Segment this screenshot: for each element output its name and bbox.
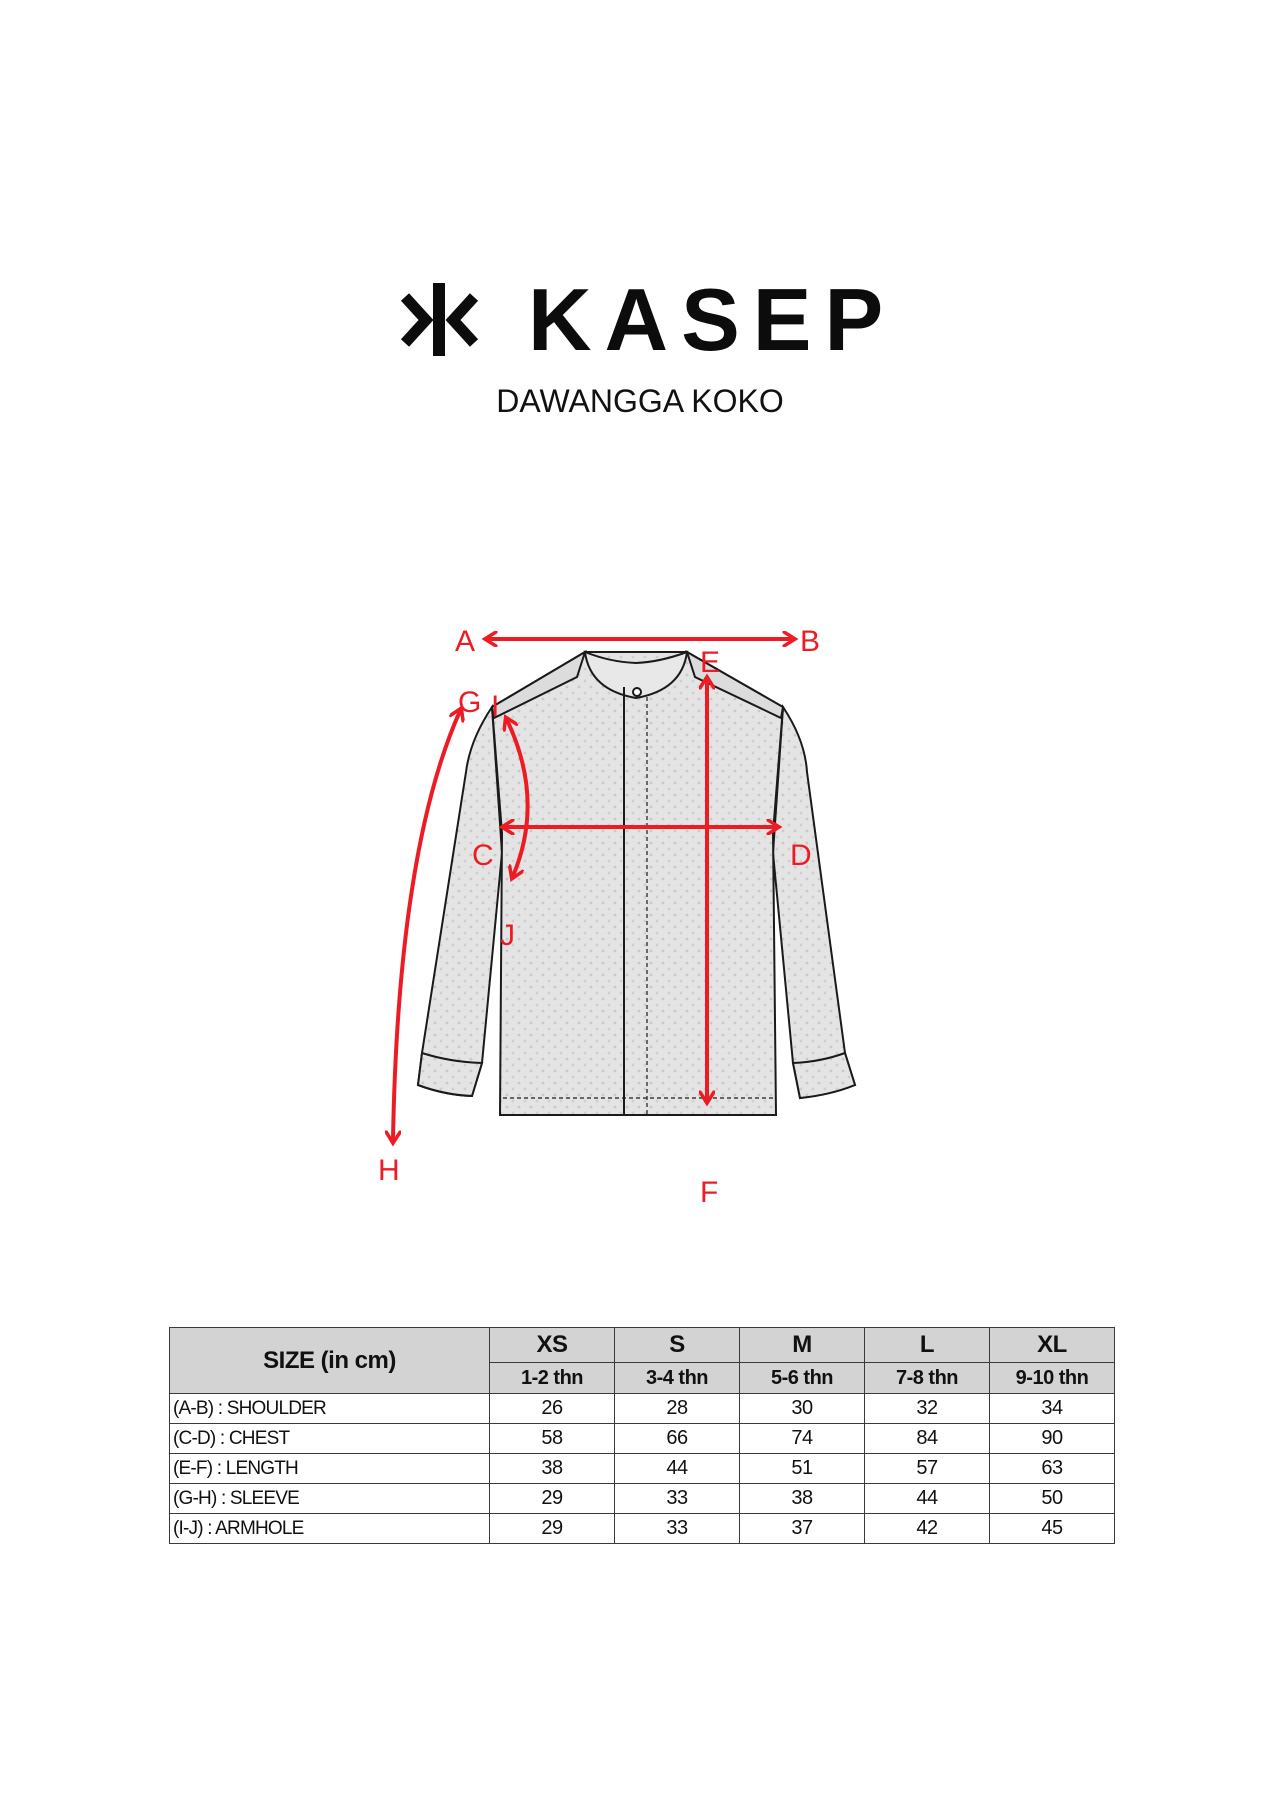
measurement-value: 37 xyxy=(739,1513,865,1544)
collar xyxy=(583,650,689,700)
measurement-value: 28 xyxy=(614,1393,740,1424)
measurement-value: 45 xyxy=(989,1513,1115,1544)
age-m: 5-6 thn xyxy=(739,1362,865,1394)
measurement-value: 66 xyxy=(614,1423,740,1454)
table-row: (E-F) : LENGTH 38 44 51 57 63 xyxy=(169,1453,1115,1484)
measurement-value: 38 xyxy=(489,1453,615,1484)
measurement-value: 26 xyxy=(489,1393,615,1424)
size-xs: XS xyxy=(489,1327,615,1363)
measurement-value: 63 xyxy=(989,1453,1115,1484)
table-row: (I-J) : ARMHOLE 29 33 37 42 45 xyxy=(169,1513,1115,1544)
shirt-body xyxy=(490,651,785,1116)
measurement-value: 57 xyxy=(864,1453,990,1484)
garment-measurement-diagram: A B C D E F G H I J xyxy=(378,625,857,1209)
label-a: A xyxy=(455,625,475,658)
measurement-value: 38 xyxy=(739,1483,865,1514)
size-xl: XL xyxy=(989,1327,1115,1363)
size-m: M xyxy=(739,1327,865,1363)
measurement-value: 90 xyxy=(989,1423,1115,1454)
size-l: L xyxy=(864,1327,990,1363)
label-i: I xyxy=(491,690,499,723)
label-h: H xyxy=(378,1154,400,1187)
measurement-value: 42 xyxy=(864,1513,990,1544)
age-xs: 1-2 thn xyxy=(489,1362,615,1394)
measurement-label: (A-B) : SHOULDER xyxy=(169,1393,490,1424)
right-yoke xyxy=(685,649,785,720)
measurement-value: 33 xyxy=(614,1483,740,1514)
label-f: F xyxy=(700,1176,718,1209)
age-l: 7-8 thn xyxy=(864,1362,990,1394)
measurement-value: 44 xyxy=(864,1483,990,1514)
kasep-mark-icon xyxy=(400,283,479,356)
size-s: S xyxy=(614,1327,740,1363)
brand-name: KASEP xyxy=(528,270,897,369)
measurement-value: 58 xyxy=(489,1423,615,1454)
right-cuff xyxy=(791,1051,857,1100)
measurement-value: 34 xyxy=(989,1393,1115,1424)
collar-button xyxy=(632,687,642,697)
measurement-value: 44 xyxy=(614,1453,740,1484)
arrow-g-h xyxy=(393,711,460,1140)
label-j: J xyxy=(500,919,515,952)
table-row: (C-D) : CHEST 58 66 74 84 90 xyxy=(169,1423,1115,1454)
measurement-value: 51 xyxy=(739,1453,865,1484)
measurement-arrows xyxy=(393,639,792,1140)
product-title: DAWANGGA KOKO xyxy=(496,383,784,419)
table-row: (G-H) : SLEEVE 29 33 38 44 50 xyxy=(169,1483,1115,1514)
label-d: D xyxy=(790,839,812,872)
age-s: 3-4 thn xyxy=(614,1362,740,1394)
size-header-label: SIZE (in cm) xyxy=(169,1327,490,1394)
label-b: B xyxy=(800,625,820,658)
table-row: (A-B) : SHOULDER 26 28 30 32 34 xyxy=(169,1393,1115,1424)
measurement-label: (C-D) : CHEST xyxy=(169,1423,490,1454)
measurement-value: 32 xyxy=(864,1393,990,1424)
size-chart-table: SIZE (in cm) XS S M L XL 1-2 thn 3-4 thn… xyxy=(169,1327,1115,1544)
measurement-label: (G-H) : SLEEVE xyxy=(169,1483,490,1514)
left-sleeve xyxy=(416,704,504,1098)
measurement-value: 30 xyxy=(739,1393,865,1424)
measurement-label: (I-J) : ARMHOLE xyxy=(169,1513,490,1544)
measurement-value: 50 xyxy=(989,1483,1115,1514)
measurement-value: 33 xyxy=(614,1513,740,1544)
measurement-label: (E-F) : LENGTH xyxy=(169,1453,490,1484)
shirt-illustration xyxy=(416,649,857,1116)
label-e: E xyxy=(700,646,720,679)
right-sleeve xyxy=(771,704,857,1100)
measurement-value: 84 xyxy=(864,1423,990,1454)
left-yoke xyxy=(490,649,587,720)
measurement-value: 29 xyxy=(489,1483,615,1514)
label-g: G xyxy=(458,686,481,719)
measurement-value: 29 xyxy=(489,1513,615,1544)
arrow-i-j xyxy=(507,720,530,876)
label-c: C xyxy=(472,839,494,872)
measurement-labels: A B C D E F G H I J xyxy=(378,625,820,1209)
age-xl: 9-10 thn xyxy=(989,1362,1115,1394)
measurement-value: 74 xyxy=(739,1423,865,1454)
